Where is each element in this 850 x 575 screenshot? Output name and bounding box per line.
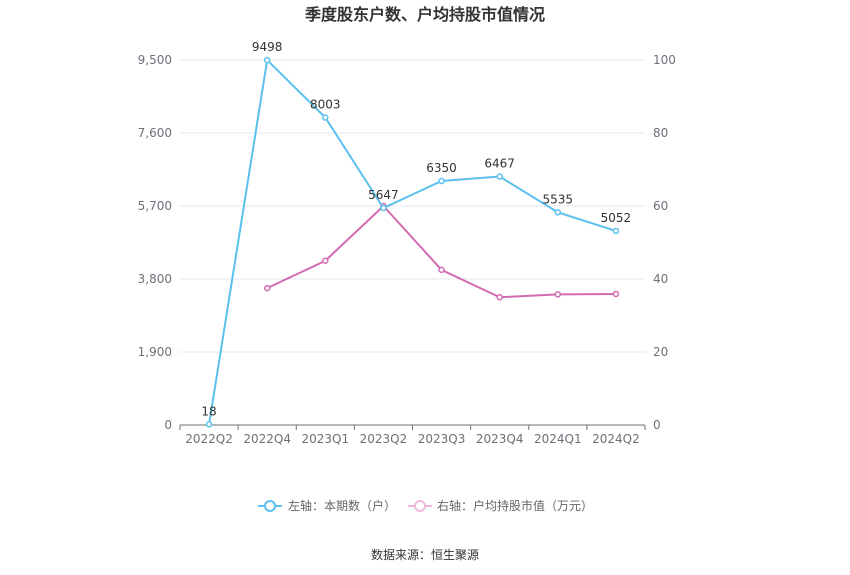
grid-lines (180, 59, 645, 353)
data-label: 9498 (252, 40, 283, 54)
data-label: 8003 (310, 98, 341, 112)
data-label: 5052 (601, 211, 632, 225)
data-point[interactable] (612, 227, 620, 235)
right-axis-tick-label: 60 (653, 199, 668, 213)
chart-title: 季度股东户数、户均持股市值情况 (304, 5, 545, 24)
x-axis-tick-label: 2023Q3 (418, 432, 466, 446)
right-axis-tick-label: 20 (653, 345, 668, 359)
data-source: 数据来源：恒生聚源 (371, 547, 479, 562)
left-axis-tick-label: 0 (164, 418, 172, 432)
x-axis-tick-label: 2022Q4 (243, 432, 291, 446)
data-label: 18 (201, 404, 216, 418)
legend-label-right: 右轴：户均持股市值（万元） (437, 498, 593, 513)
data-label: 6467 (484, 157, 515, 171)
x-axis: 2022Q2 2022Q4 2023Q1 2023Q2 2023Q3 2023Q4 2024… (179, 424, 646, 446)
series-shareholder-count: 18 9498 8003 5647 6350 6467 5535 5052 (201, 40, 632, 428)
data-point[interactable] (612, 290, 620, 298)
series-avg-holding-value (263, 202, 620, 301)
left-axis-ticks: 0 1,900 3,800 5,700 7,600 9,500 (138, 53, 172, 432)
legend-label-left: 左轴：本期数（户） (288, 498, 396, 513)
x-axis-tick-label: 2024Q1 (534, 432, 582, 446)
left-axis-tick-label: 5,700 (138, 199, 172, 213)
series-layer: 18 9498 8003 5647 6350 6467 5535 5052 (201, 40, 632, 428)
right-axis-ticks: 0 20 40 60 80 100 (653, 53, 676, 432)
data-point[interactable] (322, 114, 329, 121)
right-axis-tick-label: 100 (653, 53, 676, 67)
x-axis-tick-label: 2023Q1 (302, 432, 350, 446)
left-axis-tick-label: 9,500 (138, 53, 172, 67)
series-line (208, 57, 617, 425)
data-label: 5647 (368, 188, 399, 202)
right-axis-tick-label: 80 (653, 126, 668, 140)
data-point[interactable] (496, 173, 503, 180)
legend-marker-left (264, 500, 276, 512)
legend[interactable]: 左轴：本期数（户） 右轴：户均持股市值（万元） (258, 498, 593, 513)
left-axis-tick-label: 1,900 (138, 345, 172, 359)
data-point[interactable] (438, 266, 445, 274)
legend-marker-right (414, 500, 426, 512)
legend-item-left-series[interactable]: 左轴：本期数（户） (258, 498, 396, 513)
data-point[interactable] (438, 177, 445, 185)
right-axis-tick-label: 40 (653, 272, 668, 286)
data-point[interactable] (263, 56, 271, 64)
left-axis-tick-label: 3,800 (138, 272, 172, 286)
x-axis-tick-label: 2023Q2 (360, 432, 408, 446)
right-axis-tick-label: 0 (653, 418, 661, 432)
data-point[interactable] (496, 294, 503, 301)
data-point[interactable] (205, 421, 213, 428)
legend-item-right-series[interactable]: 右轴：户均持股市值（万元） (408, 498, 593, 513)
data-point[interactable] (322, 257, 329, 264)
series-line (266, 204, 616, 299)
data-label: 6350 (426, 161, 457, 175)
left-axis-tick-label: 7,600 (138, 126, 172, 140)
x-axis-tick-label: 2023Q4 (476, 432, 524, 446)
data-point[interactable] (554, 209, 562, 216)
data-point[interactable] (263, 284, 271, 292)
data-point[interactable] (380, 204, 387, 212)
x-axis-tick-label: 2024Q2 (592, 432, 640, 446)
x-axis-tick-label: 2022Q2 (185, 432, 233, 446)
data-label: 5535 (543, 192, 574, 206)
data-point[interactable] (554, 291, 562, 298)
